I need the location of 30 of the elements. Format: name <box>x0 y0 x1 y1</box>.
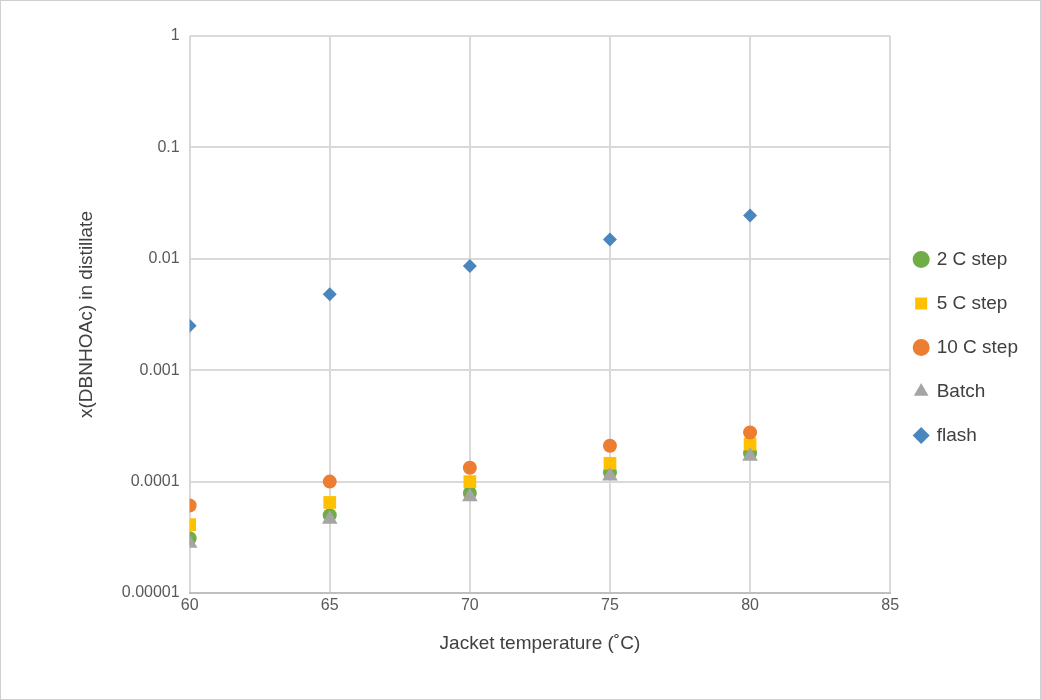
y-tick-label: 0.00001 <box>121 583 180 601</box>
point <box>743 425 758 440</box>
x-tick-label: 75 <box>601 596 619 614</box>
x-tick-label: 65 <box>320 596 339 614</box>
point <box>463 475 477 488</box>
point <box>322 474 337 489</box>
x-tick-label: 85 <box>881 596 900 614</box>
y-tick-label: 0.01 <box>148 249 180 267</box>
legend-label: 5 C step <box>936 291 1008 313</box>
point <box>603 456 617 470</box>
point <box>323 496 337 509</box>
legend-label: 10 C step <box>936 335 1018 357</box>
legend-label: flash <box>936 423 977 445</box>
point <box>462 460 477 475</box>
x-axis-title: Jacket temperature (˚C) <box>439 631 641 653</box>
point <box>602 232 617 247</box>
y-tick-label: 0.001 <box>139 360 180 378</box>
legend-label: Batch <box>936 379 986 401</box>
point <box>602 438 617 453</box>
x-tick-label: 80 <box>741 596 760 614</box>
x-tick-label: 60 <box>180 596 199 614</box>
x-tick-label: 70 <box>460 596 479 614</box>
point <box>322 287 337 302</box>
legend-label: 2 C step <box>936 247 1008 269</box>
y-axis-title: x(DBNHOAc) in distillate <box>74 211 96 418</box>
point <box>743 208 758 223</box>
y-tick-label: 1 <box>170 26 180 44</box>
y-tick-label: 0.0001 <box>130 472 180 490</box>
point <box>462 259 477 274</box>
y-tick-label: 0.1 <box>157 137 180 155</box>
